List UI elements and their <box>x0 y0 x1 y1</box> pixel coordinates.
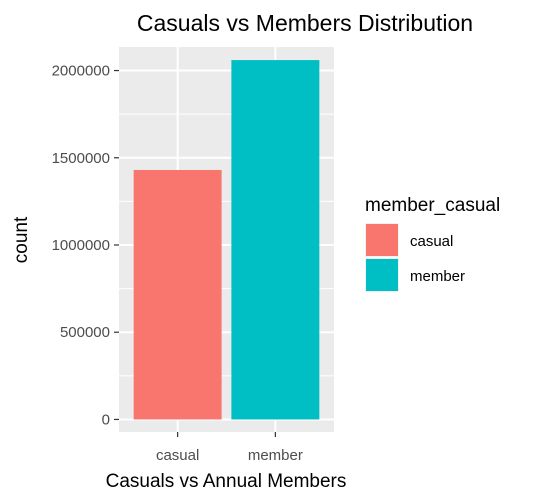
y-axis-title: count <box>11 216 32 263</box>
y-tick-label: 500000 <box>60 324 110 341</box>
y-tick-label: 0 <box>102 411 110 428</box>
y-tick-label: 2000000 <box>52 63 110 80</box>
legend-title: member_casual <box>365 195 500 216</box>
chart-title: Casuals vs Members Distribution <box>137 10 473 36</box>
x-tick-label: member <box>248 447 303 464</box>
legend-swatch-member <box>366 259 398 291</box>
legend-label-casual: casual <box>410 233 453 250</box>
y-axis: 0 500000 1000000 1500000 2000000 <box>52 63 119 428</box>
bar-member <box>231 60 320 420</box>
y-tick-label: 1000000 <box>52 237 110 254</box>
legend: member_casual casual member <box>365 195 500 292</box>
x-tick-label: casual <box>156 447 199 464</box>
bar-casual <box>133 169 222 420</box>
y-tick-label: 1500000 <box>52 150 110 167</box>
x-axis: casual member <box>156 432 303 464</box>
legend-label-member: member <box>410 268 465 285</box>
legend-swatch-casual <box>366 224 398 256</box>
x-axis-title: Casuals vs Annual Members <box>106 471 347 492</box>
bars <box>133 60 320 420</box>
